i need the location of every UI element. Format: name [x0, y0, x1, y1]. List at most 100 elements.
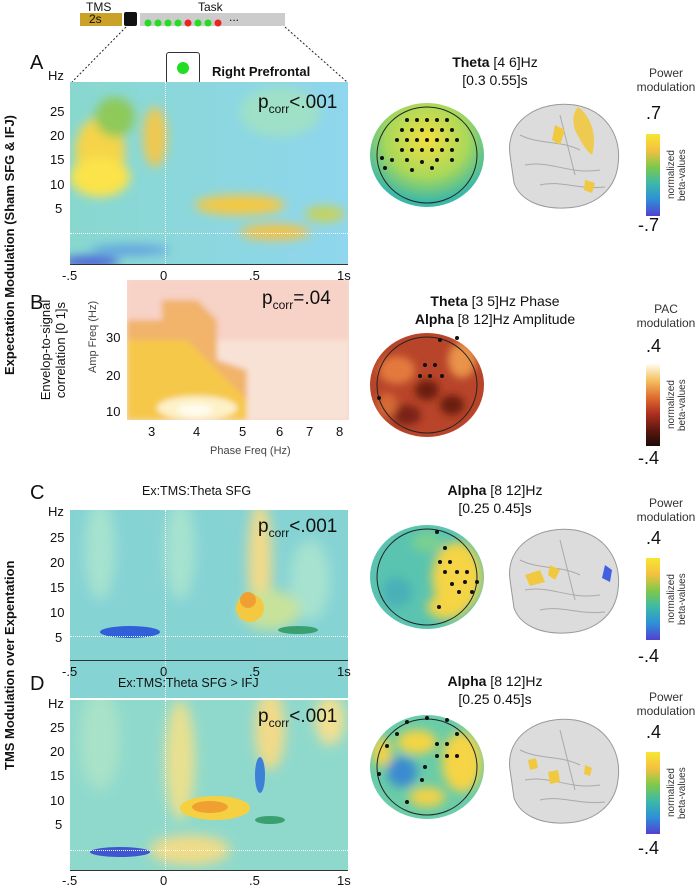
panel-c-xtick-1: 1s — [337, 664, 351, 679]
panel-b-topomap — [367, 330, 487, 445]
panel-a-colorbar — [646, 134, 660, 216]
panel-c-brain — [500, 520, 625, 645]
panel-c-ytick-10: 10 — [50, 605, 65, 620]
panel-a-cbar-max: .7 — [646, 103, 662, 123]
panel-b-cbar-min: -.4 — [638, 448, 660, 468]
panel-b-ytick-20: 20 — [106, 368, 121, 383]
panel-c-cbar-max: .4 — [646, 528, 662, 548]
panel-c-ytick-15: 15 — [50, 580, 65, 595]
panel-a-xaxis — [70, 264, 348, 265]
panel-a-stim-box — [166, 52, 200, 84]
zoom-lines — [71, 26, 348, 83]
panel-c-xtick-0: 0 — [160, 664, 168, 679]
panel-b-cbar-title: PAC modulation — [636, 302, 696, 330]
panel-a-title: Theta [4 6]Hz [0.3 0.55]s — [452, 54, 538, 88]
panel-d-cbar-max: .4 — [646, 722, 662, 742]
panel-d-xtick-m05: -.5 — [62, 873, 78, 888]
panel-c-ytick-25: 25 — [50, 530, 65, 545]
panel-b-pac-map — [127, 280, 349, 420]
panel-a-brain — [500, 95, 625, 220]
panel-d-letter: D — [30, 673, 45, 695]
black-square — [124, 12, 137, 26]
panel-d-cbar-title: Power modulation — [636, 690, 696, 718]
panel-d-xtick-0: 0 — [160, 873, 168, 888]
tms-duration: 2s — [89, 12, 102, 26]
side-label-bottom: TMS Modulation over Expentation — [2, 560, 17, 770]
panel-d-brain — [500, 710, 625, 835]
panel-c-spectrogram — [70, 510, 348, 698]
panel-c-cbar-title: Power modulation — [636, 496, 696, 524]
panel-c-hz: Hz — [48, 504, 64, 519]
panel-b-xtick-5: 5 — [239, 424, 247, 439]
panel-d-zero-line — [165, 700, 166, 870]
panel-a-xtick-m05: -.5 — [62, 268, 78, 283]
panel-d-ytick-25: 25 — [50, 720, 65, 735]
panel-a-ytick-5: 5 — [55, 201, 63, 216]
panel-b-phase-label: Phase Freq (Hz) — [210, 445, 291, 457]
panel-d-cbar-min: -.4 — [638, 838, 660, 858]
panel-a-ytick-10: 10 — [50, 177, 65, 192]
panel-c-xtick-m05: -.5 — [62, 664, 78, 679]
panel-a-topomap — [367, 100, 487, 215]
panel-a-cbar-min: -.7 — [638, 215, 660, 235]
side-label-top: Expectation Modulation (Sham SFG & IFJ) — [2, 114, 17, 375]
panel-d-xtick-05: .5 — [249, 873, 260, 888]
panel-a-ytick-25: 25 — [50, 104, 65, 119]
panel-c-cbar-side: normalized beta-values — [666, 573, 688, 625]
panel-b-pcorr: pcorr=.04 — [262, 288, 331, 312]
panel-b-cbar-max: .4 — [646, 336, 662, 356]
panel-a-pcorr: pcorr<.001 — [258, 92, 338, 116]
panel-a-xtick-0: 0 — [160, 268, 168, 283]
panel-b-xtick-4: 4 — [193, 424, 201, 439]
panel-a-xtick-1: 1s — [337, 268, 351, 283]
panel-a-cbar-title: Power modulation — [636, 66, 696, 94]
panel-d-pcorr: pcorr<.001 — [258, 706, 338, 730]
panel-b-letter: B — [30, 292, 44, 314]
panel-c-zero-line — [165, 510, 166, 698]
panel-a-letter: A — [30, 52, 44, 74]
panel-c-xaxis — [70, 660, 348, 661]
task-label: Task — [198, 0, 223, 14]
panel-b-xtick-8: 8 — [336, 424, 344, 439]
panel-c-5hz-line — [70, 636, 348, 637]
panel-a-xtick-05: .5 — [249, 268, 260, 283]
panel-b-amp-label: Amp Freq (Hz) — [87, 300, 99, 373]
panel-c-letter: C — [30, 482, 45, 504]
panel-b-ytick-10: 10 — [106, 404, 121, 419]
panel-b-colorbar — [646, 364, 660, 446]
panel-d-title: Ex:TMS:Theta SFG > IFJ — [118, 676, 259, 690]
panel-c-ytick-20: 20 — [50, 555, 65, 570]
panel-b-title: Theta [3 5]Hz Phase Alpha [8 12]Hz Ampli… — [414, 293, 576, 327]
panel-c-cbar-min: -.4 — [638, 646, 660, 666]
panel-d-topomap — [367, 712, 487, 827]
panel-d-ytick-5: 5 — [55, 817, 63, 832]
panel-a-ytick-15: 15 — [50, 152, 65, 167]
panel-c-pcorr: pcorr<.001 — [258, 516, 338, 540]
panel-a-hz: Hz — [48, 68, 64, 83]
task-dots — [144, 15, 244, 33]
panel-a-5hz-line — [70, 233, 348, 234]
panel-c-ytick-5: 5 — [55, 630, 63, 645]
panel-a-zero-line — [165, 82, 166, 264]
panel-b-xtick-6: 6 — [276, 424, 284, 439]
panel-b-cbar-side: normalized beta-values — [666, 379, 688, 431]
panel-b-xtick-7: 7 — [306, 424, 314, 439]
panel-d-xtick-1: 1s — [337, 873, 351, 888]
panel-c-xtick-05: .5 — [249, 664, 260, 679]
panel-a-ytick-20: 20 — [50, 128, 65, 143]
panel-d-title-right: Alpha [8 12]Hz [0.25 0.45]s — [447, 673, 543, 707]
panel-d-5hz-line — [70, 850, 348, 851]
panel-c-title: Ex:TMS:Theta SFG — [142, 484, 252, 498]
panel-d-colorbar — [646, 752, 660, 834]
panel-a-stim-label: Right Prefrontal — [212, 64, 311, 79]
panel-b-ytick-30: 30 — [106, 330, 121, 345]
panel-d-cbar-side: normalized beta-values — [666, 767, 688, 819]
panel-c-colorbar — [646, 558, 660, 640]
task-ellipsis: ... — [229, 10, 240, 24]
panel-a-cbar-side: normalized beta-values — [666, 149, 688, 201]
tms-bar — [80, 13, 122, 26]
panel-d-xaxis — [70, 870, 348, 871]
panel-d-ytick-10: 10 — [50, 793, 65, 808]
panel-c-title-right: Alpha [8 12]Hz [0.25 0.45]s — [447, 482, 543, 516]
tms-label: TMS — [86, 0, 112, 14]
